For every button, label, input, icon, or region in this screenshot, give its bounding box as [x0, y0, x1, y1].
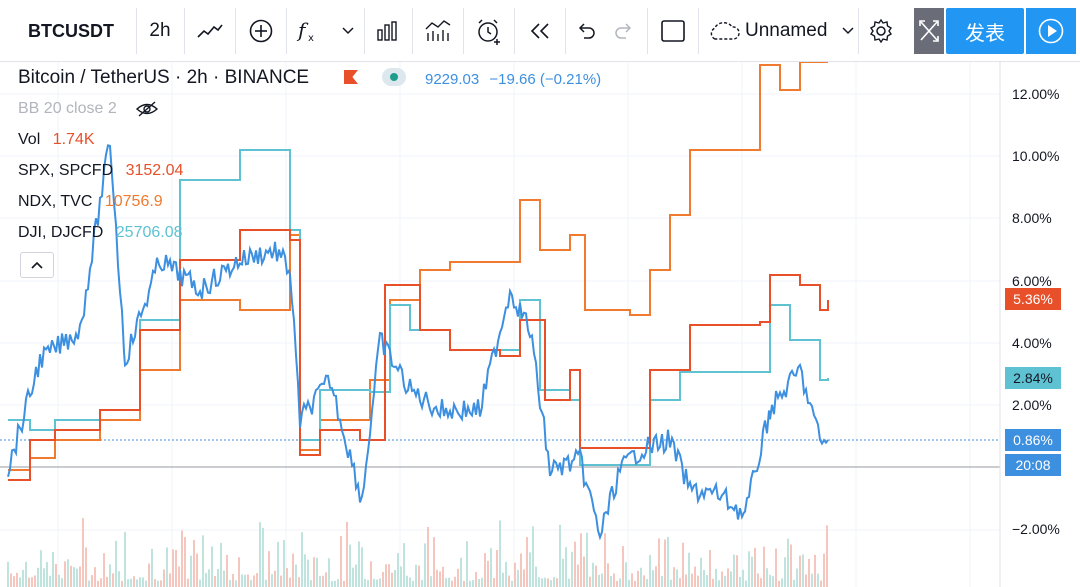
- main-series-legend[interactable]: Bitcoin / TetherUS · 2h · BINANCE: [18, 67, 309, 89]
- play-button[interactable]: [1026, 8, 1076, 54]
- spx-price-tag: 5.36%: [1005, 288, 1061, 310]
- svg-text:x: x: [308, 33, 314, 44]
- line-chart-icon: [197, 24, 223, 38]
- bar-chart-button[interactable]: [365, 0, 411, 62]
- undo-button[interactable]: [566, 0, 606, 62]
- chevron-up-icon: [31, 261, 43, 269]
- add-circle-icon: [249, 19, 273, 43]
- publish-label: 发表: [965, 22, 1005, 45]
- spx-legend[interactable]: SPX, SPCFD 3152.04: [18, 162, 183, 180]
- rewind-icon: [530, 23, 549, 39]
- redo-button[interactable]: [604, 0, 644, 62]
- series-lines: [7, 62, 829, 541]
- volume-value: 1.74K: [52, 131, 95, 148]
- chart-grid: [0, 62, 1000, 587]
- chevron-down-icon: [842, 27, 854, 35]
- play-icon: [1038, 18, 1064, 44]
- chevron-down-icon: [342, 27, 354, 35]
- time-tag: 20:08: [1005, 454, 1061, 476]
- y-axis-tick: 8.00%: [1012, 210, 1052, 226]
- spx-value: 3152.04: [125, 162, 184, 179]
- cloud-icon: [710, 22, 740, 40]
- eye-hidden-icon[interactable]: [135, 100, 159, 118]
- main-series-value: 9229.03: [425, 71, 480, 88]
- redo-icon: [615, 23, 632, 39]
- alert-button[interactable]: [464, 0, 514, 62]
- main-series-title: Bitcoin / TetherUS · 2h · BINANCE: [18, 67, 310, 88]
- volume-label: Vol: [18, 131, 41, 148]
- dji-value: 25706.08: [115, 224, 183, 241]
- chart-canvas[interactable]: [0, 62, 1080, 587]
- fullscreen-button[interactable]: [914, 8, 944, 54]
- y-axis-tick: 12.00%: [1012, 86, 1060, 102]
- undo-icon: [578, 23, 595, 39]
- layout-button[interactable]: [648, 0, 698, 62]
- square-icon: [661, 20, 685, 42]
- publish-button[interactable]: 发表: [946, 8, 1024, 54]
- volume-legend[interactable]: Vol 1.74K: [18, 131, 95, 149]
- y-axis-tick: 6.00%: [1012, 273, 1052, 289]
- layout-name-label: Unnamed: [745, 20, 828, 41]
- interval-label: 2h: [149, 20, 171, 41]
- ndx-label: NDX, TVC: [18, 193, 93, 210]
- exchange-flag-icon: [344, 70, 358, 84]
- replay-button[interactable]: [515, 0, 565, 62]
- compare-button[interactable]: [236, 0, 286, 62]
- dji-legend[interactable]: DJI, DJCFD 25706.08: [18, 224, 183, 242]
- symbol-search-button[interactable]: BTCUSDT: [8, 0, 134, 62]
- bb-indicator-legend[interactable]: BB 20 close 2: [18, 100, 159, 118]
- layout-name-button[interactable]: Unnamed: [699, 0, 857, 62]
- bb-indicator-label: BB 20 close 2: [18, 100, 117, 118]
- collapse-legend-button[interactable]: [20, 252, 54, 278]
- ndx-value: 10756.9: [104, 193, 163, 210]
- y-axis-tick: 10.00%: [1012, 148, 1060, 164]
- templates-button[interactable]: [413, 0, 463, 62]
- main-series-price: 9229.03 −19.66 (−0.21%): [425, 71, 601, 88]
- dji-label: DJI, DJCFD: [18, 224, 104, 241]
- y-axis-tick: 2.00%: [1012, 397, 1052, 413]
- bar-chart-icon: [377, 21, 397, 41]
- symbol-label: BTCUSDT: [28, 20, 114, 41]
- spx-label: SPX, SPCFD: [18, 162, 114, 179]
- btc-price-tag: 0.86%: [1005, 429, 1061, 451]
- fullscreen-icon: [919, 20, 939, 42]
- gear-icon: [870, 18, 892, 44]
- settings-button[interactable]: [859, 0, 903, 62]
- chart-style-button[interactable]: [185, 0, 235, 62]
- dji-price-tag: 2.84%: [1005, 367, 1061, 389]
- ndx-legend[interactable]: NDX, TVC 10756.9: [18, 193, 163, 211]
- y-axis-tick: −2.00%: [1012, 521, 1060, 537]
- indicator-templates-icon: [425, 20, 451, 41]
- y-axis-tick: 4.00%: [1012, 335, 1052, 351]
- market-status-icon: [382, 68, 406, 86]
- interval-button[interactable]: 2h: [137, 0, 183, 62]
- alarm-clock-icon: [478, 19, 500, 45]
- main-series-change: −19.66 (−0.21%): [489, 71, 602, 88]
- volume-bars: [7, 518, 828, 587]
